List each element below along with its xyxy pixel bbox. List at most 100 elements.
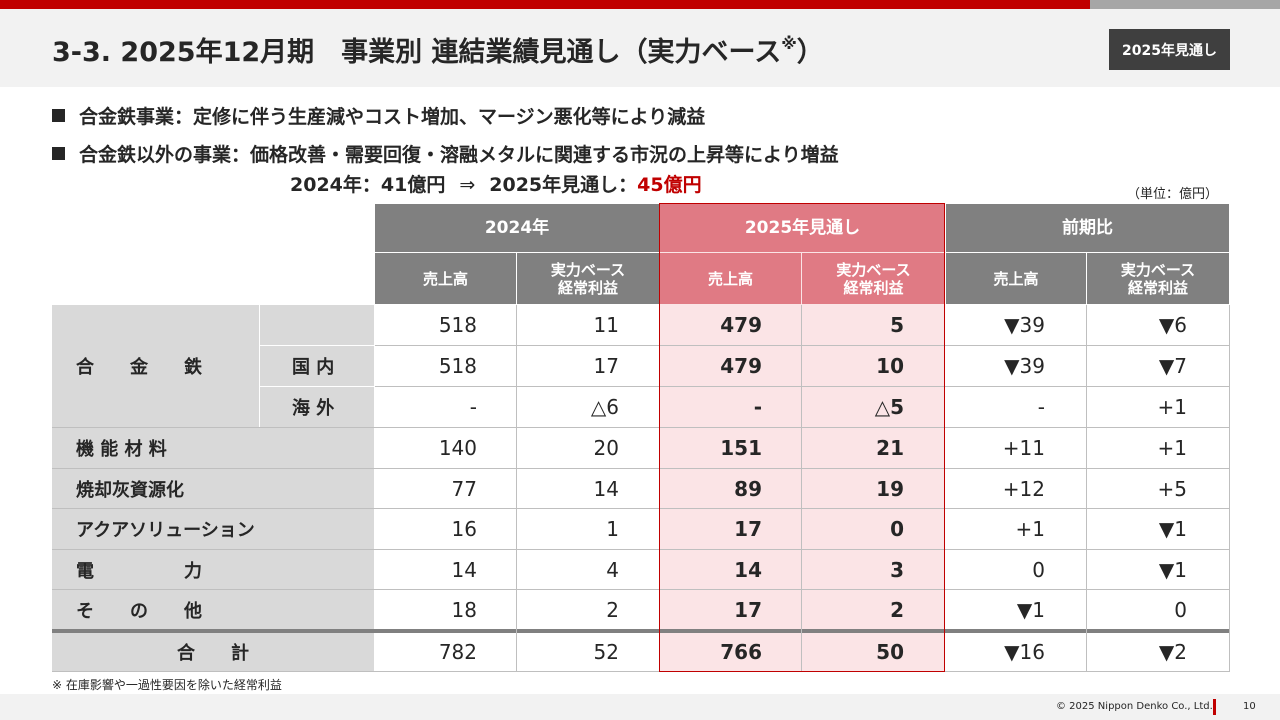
table-cell: +11 [1002,436,1045,460]
page-title: 3-3. 2025年12月期 事業別 連結業績見通し（実力ベース※） [52,30,824,69]
subheader-ordinary-profit: 実力ベース 経常利益 [517,253,659,304]
title-note-mark: ※ [781,34,797,53]
subheader-ordinary-profit: 実力ベース 経常利益 [802,253,945,304]
grid-line [801,305,802,672]
subheader-sales: 売上高 [660,253,801,304]
grid-line [260,345,375,346]
grid-line [260,386,375,387]
table-cell: 479 [720,354,762,378]
table-cell: +12 [1002,476,1045,501]
table-cell: 518 [438,354,477,378]
table-cell: ▼39 [1004,354,1045,378]
forecast-profit-value: 45億円 [637,174,702,196]
bullet-ferroalloy: 合金鉄事業：定修に伴う生産減やコスト増加、マージン悪化等により減益 [52,102,705,129]
footer-band [0,694,1280,720]
grid-line [52,508,1229,509]
right-arrow-icon: ⇒ [459,174,476,196]
table-cell: - [753,395,762,419]
top-accent-bar [0,0,1090,9]
row-label-aqua-solution: アクアソリューション [76,519,255,541]
page-title-text: 3-3. 2025年12月期 事業別 連結業績見通し（実力ベース [52,37,782,68]
grid-line [52,427,1229,428]
subheader-ordinary-profit: 実力ベース 経常利益 [1087,253,1229,304]
table-cell: 140 [438,436,477,460]
bullet-text: 合金鉄以外の事業：価格改善・需要回復・溶融メタルに関連する市況の上昇等により増益 [79,144,839,166]
table-cell: △6 [590,395,619,419]
table-cell: 77 [451,476,477,501]
grid-line [1086,305,1087,672]
table-cell: ▼7 [1158,354,1187,378]
table-cell: 518 [438,313,477,337]
grid-line [375,345,1229,346]
total-separator [52,629,1229,633]
grid-line [1229,305,1230,672]
table-cell: 5 [890,313,904,337]
table-cell: 10 [876,354,904,378]
table-cell: 0 [890,517,904,541]
table-cell: 20 [593,436,619,460]
table-cell: +1 [1015,517,1045,541]
table-cell: 2 [890,597,904,622]
table-cell: 17 [734,517,762,541]
row-label-domestic: 国 内 [292,356,335,378]
header-2024: 2024年 [375,204,659,252]
grid-line [516,305,517,672]
page-number: 10 [1243,701,1256,712]
grid-line [259,305,260,427]
table-cell: ▼6 [1158,313,1187,337]
table-cell: 17 [593,354,619,378]
header-2025-forecast: 2025年見通し [660,204,945,252]
footnote: ※ 在庫影響や一過性要因を除いた経常利益 [52,678,282,692]
table-cell: 0 [1174,597,1187,622]
subheader-sales: 売上高 [946,253,1086,304]
table-cell: 14 [593,476,619,501]
table-cell: ▼2 [1158,640,1187,664]
table-cell: 3 [890,557,904,582]
table-cell: ▼1 [1158,557,1187,582]
row-label-background [52,305,374,672]
table-cell: ▼1 [1016,597,1045,622]
table-cell: - [469,395,477,419]
table-cell: 2 [606,597,619,622]
table-cell: 4 [606,557,619,582]
table-cell: 89 [734,476,762,501]
grid-line [52,671,1229,672]
forecast-profit-label: 2025年見通し： [489,174,638,196]
table-cell: 766 [720,640,762,664]
copyright: © 2025 Nippon Denko Co., Ltd. [1056,701,1213,712]
table-cell: △5 [874,395,904,419]
grid-line [52,468,1229,469]
table-cell: - [1037,395,1045,419]
grid-line [52,549,1229,550]
table-cell: 0 [1032,557,1045,582]
table-cell: 11 [593,313,619,337]
table-cell: ▼39 [1004,313,1045,337]
table-cell: 17 [734,597,762,622]
prev-year-profit: 2024年：41億円 [290,174,446,196]
table-cell: 1 [606,517,619,541]
header-yoy: 前期比 [946,204,1229,252]
title-band [0,9,1280,87]
profit-summary-line: 2024年：41億円 ⇒ 2025年見通し：45億円 [290,170,702,197]
row-label-overseas: 海 外 [292,397,335,419]
table-cell: +1 [1157,436,1187,460]
table-cell: 52 [593,640,619,664]
row-label-other: そ の 他 [76,600,202,622]
grid-line [375,386,1229,387]
footer-accent-mark [1213,699,1216,715]
table-cell: 19 [876,476,904,501]
table-cell: ▼1 [1158,517,1187,541]
unit-label: （単位：億円） [1127,187,1219,202]
row-label-power: 電 力 [76,560,202,582]
bullet-text: 合金鉄事業：定修に伴う生産減やコスト増加、マージン悪化等により減益 [79,106,706,128]
bullet-square-icon [52,109,65,122]
row-label-ash-recycling: 焼却灰資源化 [76,479,184,501]
row-label-ferroalloy: 合 金 鉄 [76,356,202,378]
table-cell: 151 [720,436,762,460]
table-cell: 21 [876,436,904,460]
table-cell: 479 [720,313,762,337]
row-label-total: 合 計 [177,643,249,664]
table-cell: 16 [451,517,477,541]
table-cell: +1 [1157,395,1187,419]
table-cell: 782 [438,640,477,664]
